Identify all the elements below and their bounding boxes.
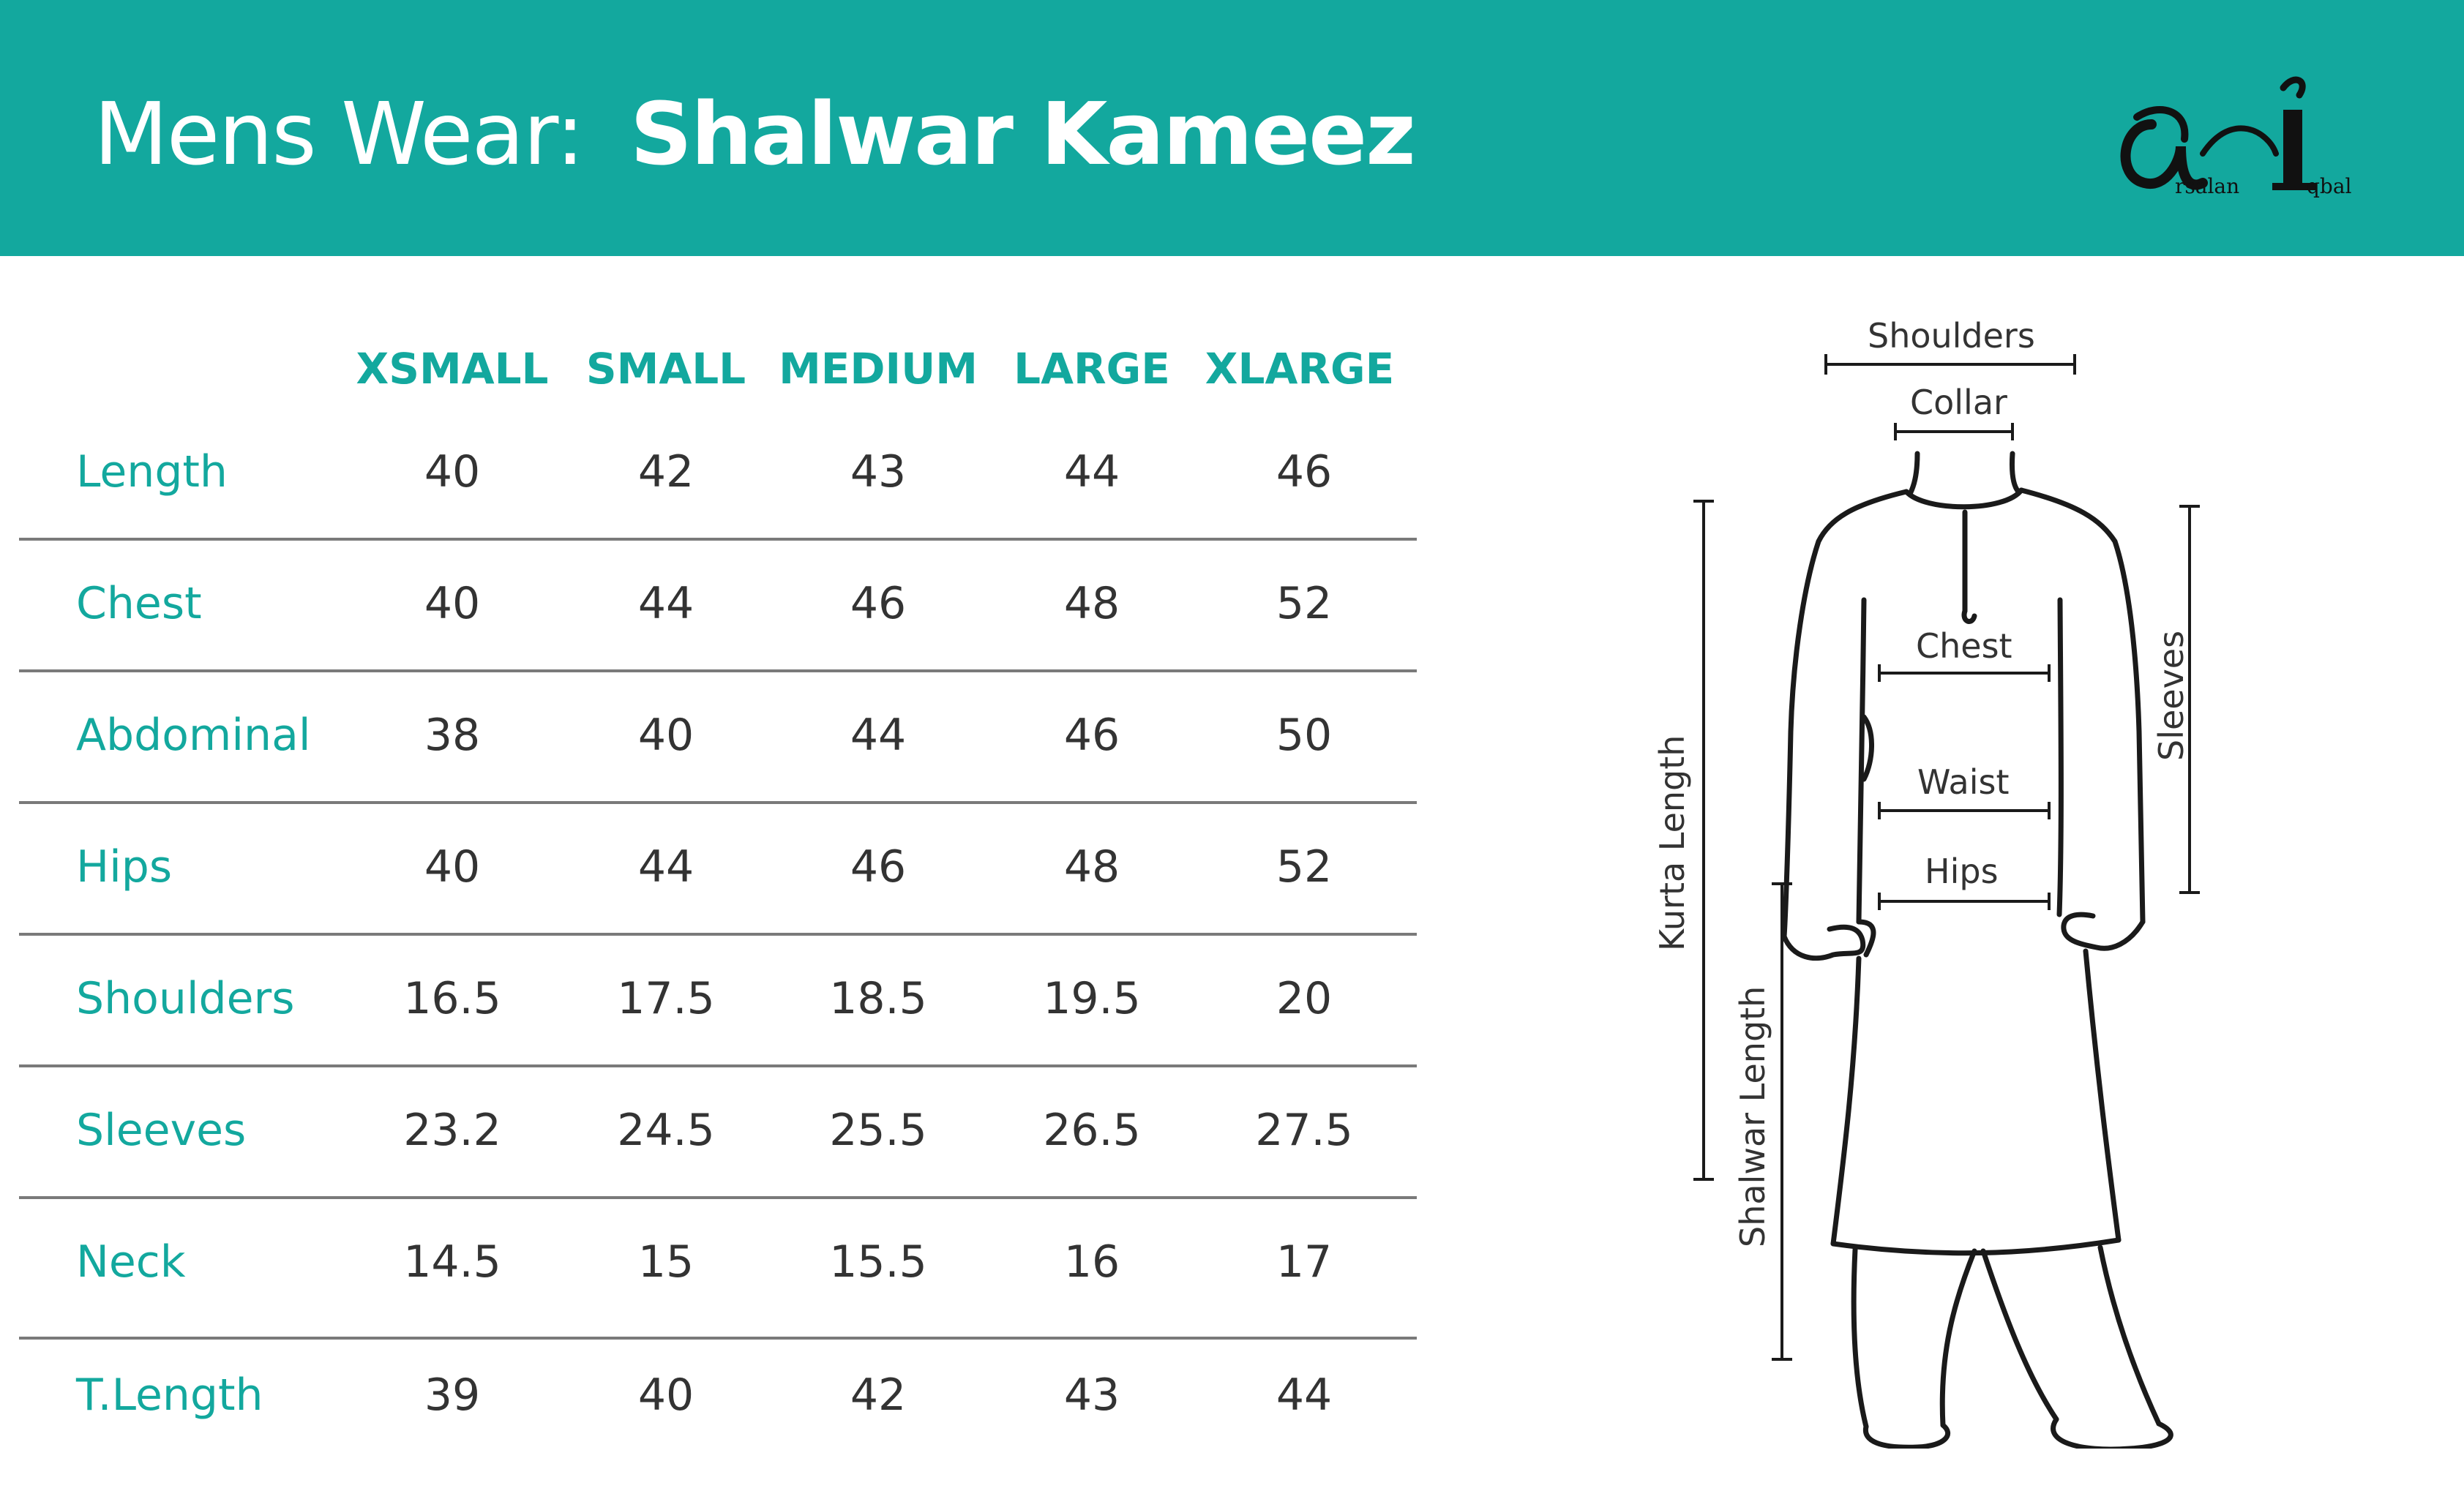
row-divider bbox=[19, 801, 1417, 804]
cell-t-length-xlarge: 44 bbox=[1276, 1370, 1333, 1421]
label-hips: Hips bbox=[1925, 852, 1999, 891]
row-label-sleeves: Sleeves bbox=[76, 1105, 247, 1156]
label-waist: Waist bbox=[1917, 762, 2010, 802]
garment-outline-icon bbox=[1693, 354, 2200, 1449]
column-header-large: LARGE bbox=[1014, 344, 1170, 394]
cell-chest-xlarge: 52 bbox=[1276, 578, 1333, 629]
cell-length-small: 42 bbox=[637, 446, 694, 497]
cell-neck-small: 15 bbox=[637, 1236, 694, 1288]
cell-abdominal-medium: 44 bbox=[850, 710, 907, 761]
column-header-xlarge: XLARGE bbox=[1205, 344, 1395, 394]
row-label-abdominal: Abdominal bbox=[76, 710, 311, 761]
cell-shoulders-medium: 18.5 bbox=[829, 973, 927, 1024]
cell-hips-xsmall: 40 bbox=[424, 841, 481, 893]
cell-t-length-large: 43 bbox=[1063, 1370, 1120, 1421]
logo-last-name: qbal bbox=[2307, 174, 2352, 198]
row-label-length: Length bbox=[76, 446, 228, 497]
cell-hips-large: 48 bbox=[1063, 841, 1120, 893]
cell-shoulders-large: 19.5 bbox=[1043, 973, 1141, 1024]
row-divider bbox=[19, 1064, 1417, 1067]
row-divider bbox=[19, 933, 1417, 936]
cell-sleeves-large: 26.5 bbox=[1043, 1105, 1141, 1156]
title-main: Shalwar Kameez bbox=[630, 83, 1416, 184]
label-shoulders: Shoulders bbox=[1868, 316, 2035, 356]
cell-sleeves-small: 24.5 bbox=[617, 1105, 715, 1156]
row-label-hips: Hips bbox=[76, 841, 173, 893]
cell-chest-medium: 46 bbox=[850, 578, 907, 629]
cell-neck-xsmall: 14.5 bbox=[403, 1236, 501, 1288]
cell-hips-medium: 46 bbox=[850, 841, 907, 893]
row-divider bbox=[19, 669, 1417, 672]
label-collar: Collar bbox=[1910, 383, 2007, 422]
logo-first-name: rsalan bbox=[2175, 174, 2240, 198]
cell-abdominal-xlarge: 50 bbox=[1276, 710, 1333, 761]
header-banner: Mens Wear: Shalwar Kameez rsalan qbal bbox=[0, 0, 2464, 256]
row-label-t-length: T.Length bbox=[76, 1370, 263, 1421]
label-sleeves: Sleeves bbox=[2152, 630, 2191, 761]
cell-neck-large: 16 bbox=[1063, 1236, 1120, 1288]
cell-chest-xsmall: 40 bbox=[424, 578, 481, 629]
cell-hips-small: 44 bbox=[637, 841, 694, 893]
row-divider bbox=[19, 1196, 1417, 1199]
cell-t-length-xsmall: 39 bbox=[424, 1370, 481, 1421]
cell-t-length-medium: 42 bbox=[850, 1370, 907, 1421]
cell-abdominal-xsmall: 38 bbox=[424, 710, 481, 761]
cell-length-medium: 43 bbox=[850, 446, 907, 497]
cell-length-large: 44 bbox=[1063, 446, 1120, 497]
cell-t-length-small: 40 bbox=[637, 1370, 694, 1421]
title-prefix: Mens Wear: bbox=[94, 83, 585, 184]
cell-neck-medium: 15.5 bbox=[829, 1236, 927, 1288]
cell-neck-xlarge: 17 bbox=[1276, 1236, 1333, 1288]
row-label-chest: Chest bbox=[76, 578, 202, 629]
measurement-diagram: Shoulders Collar Chest Waist Hips Kurta … bbox=[1573, 278, 2305, 1449]
cell-sleeves-xlarge: 27.5 bbox=[1255, 1105, 1353, 1156]
label-kurta-length: Kurta Length bbox=[1652, 735, 1692, 951]
page-title: Mens Wear: Shalwar Kameez bbox=[94, 79, 1416, 189]
cell-abdominal-large: 46 bbox=[1063, 710, 1120, 761]
cell-hips-xlarge: 52 bbox=[1276, 841, 1333, 893]
cell-chest-large: 48 bbox=[1063, 578, 1120, 629]
cell-length-xlarge: 46 bbox=[1276, 446, 1333, 497]
row-label-neck: Neck bbox=[76, 1236, 186, 1288]
cell-chest-small: 44 bbox=[637, 578, 694, 629]
cell-sleeves-medium: 25.5 bbox=[829, 1105, 927, 1156]
column-header-medium: MEDIUM bbox=[779, 344, 978, 394]
row-divider bbox=[19, 538, 1417, 541]
label-shalwar-length: Shalwar Length bbox=[1733, 985, 1772, 1247]
column-header-xsmall: XSMALL bbox=[356, 344, 549, 394]
label-chest: Chest bbox=[1916, 626, 2012, 666]
column-header-small: SMALL bbox=[585, 344, 746, 394]
cell-shoulders-small: 17.5 bbox=[617, 973, 715, 1024]
row-label-shoulders: Shoulders bbox=[76, 973, 295, 1024]
cell-sleeves-xsmall: 23.2 bbox=[403, 1105, 501, 1156]
cell-abdominal-small: 40 bbox=[637, 710, 694, 761]
cell-shoulders-xsmall: 16.5 bbox=[403, 973, 501, 1024]
row-divider bbox=[19, 1337, 1417, 1340]
cell-length-xsmall: 40 bbox=[424, 446, 481, 497]
brand-logo: rsalan qbal bbox=[2108, 66, 2356, 212]
cell-shoulders-xlarge: 20 bbox=[1276, 973, 1333, 1024]
brand-logo-icon bbox=[2120, 76, 2316, 190]
